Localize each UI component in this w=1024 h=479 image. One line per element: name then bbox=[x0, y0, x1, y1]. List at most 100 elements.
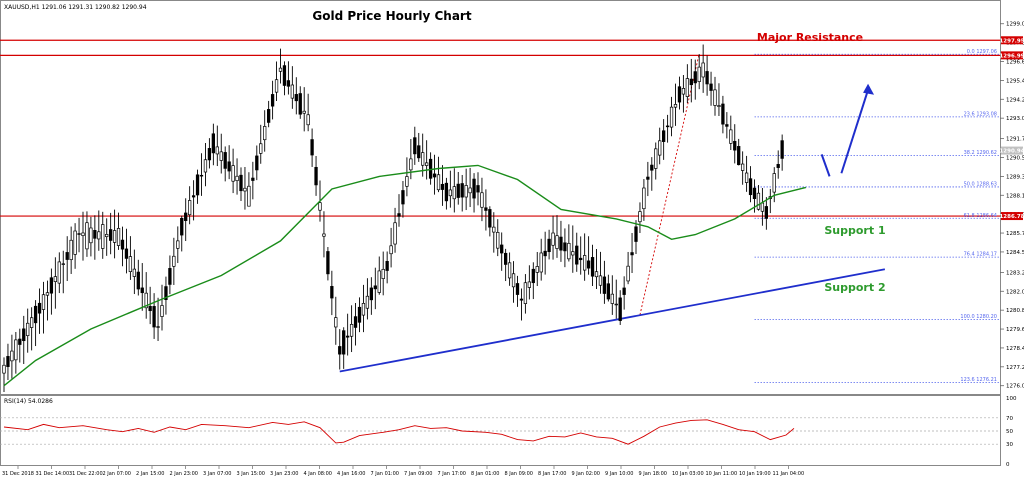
candle-body bbox=[421, 152, 425, 166]
candle-body bbox=[567, 242, 571, 260]
candle-body bbox=[488, 209, 492, 228]
time-tick-label: 9 Jan 10:00 bbox=[605, 471, 633, 477]
candle-body bbox=[294, 94, 298, 102]
candle-body bbox=[673, 104, 678, 108]
fib-retracement-line bbox=[639, 53, 700, 315]
fibonacci-levels: 0.0 1297.06 23.6 1293.08 38.2 1290.62 50.0 … bbox=[639, 49, 1000, 383]
candle-body bbox=[259, 143, 263, 154]
horizontal-levels bbox=[0, 39, 1000, 217]
candle-body bbox=[622, 287, 626, 295]
candle-body bbox=[172, 255, 176, 267]
candle-body bbox=[646, 176, 650, 180]
candle-body bbox=[440, 183, 445, 190]
fib-level-label: 50.0 1288.63 bbox=[964, 181, 997, 187]
chart-title: Gold Price Hourly Chart bbox=[312, 9, 471, 23]
candle-body bbox=[504, 252, 508, 265]
candle-body bbox=[638, 211, 642, 223]
candle-body bbox=[69, 239, 73, 261]
candle-body bbox=[389, 245, 393, 255]
time-tick-label: 31 Dec 2018 bbox=[2, 471, 34, 477]
candle-body bbox=[381, 268, 385, 279]
candle-body bbox=[547, 238, 551, 253]
candle-body bbox=[523, 282, 528, 304]
candle-body bbox=[634, 226, 638, 242]
candle-body bbox=[61, 263, 65, 265]
candle-body bbox=[661, 130, 666, 142]
candle-body bbox=[231, 165, 235, 182]
candle-body bbox=[203, 159, 208, 173]
candle-body bbox=[744, 172, 749, 183]
candle-body bbox=[559, 236, 563, 251]
time-tick-label: 7 Jan 01:00 bbox=[371, 471, 399, 477]
symbol-line: XAUUSD,H1 1291.06 1291.31 1290.82 1290.9… bbox=[4, 4, 147, 11]
candle-body bbox=[290, 84, 294, 99]
candle-body bbox=[594, 271, 599, 278]
candle-body bbox=[152, 306, 156, 328]
price-tick-label: 1284.50 bbox=[1006, 250, 1024, 256]
candle-body bbox=[669, 106, 674, 128]
candle-body bbox=[45, 292, 50, 296]
candle-body bbox=[349, 324, 354, 337]
candle-body bbox=[717, 105, 721, 107]
candle-body bbox=[274, 79, 279, 93]
candle-body bbox=[49, 277, 54, 294]
candle-body bbox=[725, 124, 729, 127]
candle-body bbox=[53, 276, 57, 282]
candle-body bbox=[496, 232, 500, 249]
candle-body bbox=[211, 133, 216, 154]
candle-body bbox=[614, 303, 618, 306]
candle-body bbox=[270, 94, 275, 107]
trendline-group bbox=[339, 268, 886, 373]
candle-body bbox=[748, 178, 753, 196]
candle-body bbox=[582, 255, 587, 271]
candle-body bbox=[464, 185, 468, 198]
candle-body bbox=[128, 256, 133, 272]
candle-body bbox=[729, 129, 733, 144]
candle-body bbox=[630, 252, 634, 256]
rsi-label: RSI(14) 54.0286 bbox=[4, 398, 53, 405]
candle-body bbox=[369, 287, 373, 301]
candle-body bbox=[606, 283, 610, 300]
candle-body bbox=[26, 322, 30, 337]
candle-body bbox=[180, 217, 184, 236]
fib-level-label: 0.0 1297.06 bbox=[967, 49, 997, 55]
candle-body bbox=[243, 187, 247, 192]
price-box bbox=[1001, 51, 1023, 60]
candle-body bbox=[160, 305, 164, 317]
price-tick-label: 1293.00 bbox=[1006, 116, 1024, 122]
candle-body bbox=[740, 163, 745, 171]
candle-body bbox=[184, 212, 188, 221]
candle-body bbox=[677, 86, 682, 103]
candle-body bbox=[401, 190, 405, 205]
price-tick-label: 1278.40 bbox=[1006, 346, 1024, 352]
price-tick-label: 1296.60 bbox=[1006, 60, 1024, 66]
candle-body bbox=[654, 148, 658, 169]
candle-body bbox=[286, 80, 291, 87]
time-tick-label: 2 Jan 23:00 bbox=[170, 471, 198, 477]
candle-body bbox=[101, 224, 105, 249]
candle-body bbox=[772, 173, 776, 193]
candle-body bbox=[511, 273, 516, 288]
candle-body bbox=[136, 271, 140, 290]
candle-body bbox=[531, 268, 535, 284]
support-1-label: Support 1 bbox=[824, 224, 885, 237]
candle-body bbox=[685, 78, 689, 97]
time-tick-label: 4 Jan 08:00 bbox=[304, 471, 332, 477]
candle-body bbox=[235, 175, 239, 182]
candle-body bbox=[586, 260, 591, 269]
candle-body bbox=[460, 183, 464, 198]
fib-level-label: 38.2 1290.62 bbox=[964, 150, 997, 156]
price-tick-label: 1290.50 bbox=[1006, 156, 1024, 162]
candle-body bbox=[693, 71, 697, 84]
support-2-trendline bbox=[339, 268, 886, 373]
candle-body bbox=[247, 185, 251, 207]
candle-body bbox=[579, 257, 583, 261]
candle-body bbox=[397, 213, 401, 217]
candle-body bbox=[18, 338, 22, 345]
candle-body bbox=[492, 226, 496, 233]
rsi-tick-label: 30 bbox=[1006, 442, 1013, 448]
candle-body bbox=[507, 262, 512, 279]
projection-arrows bbox=[820, 83, 875, 177]
candle-body bbox=[527, 281, 531, 288]
